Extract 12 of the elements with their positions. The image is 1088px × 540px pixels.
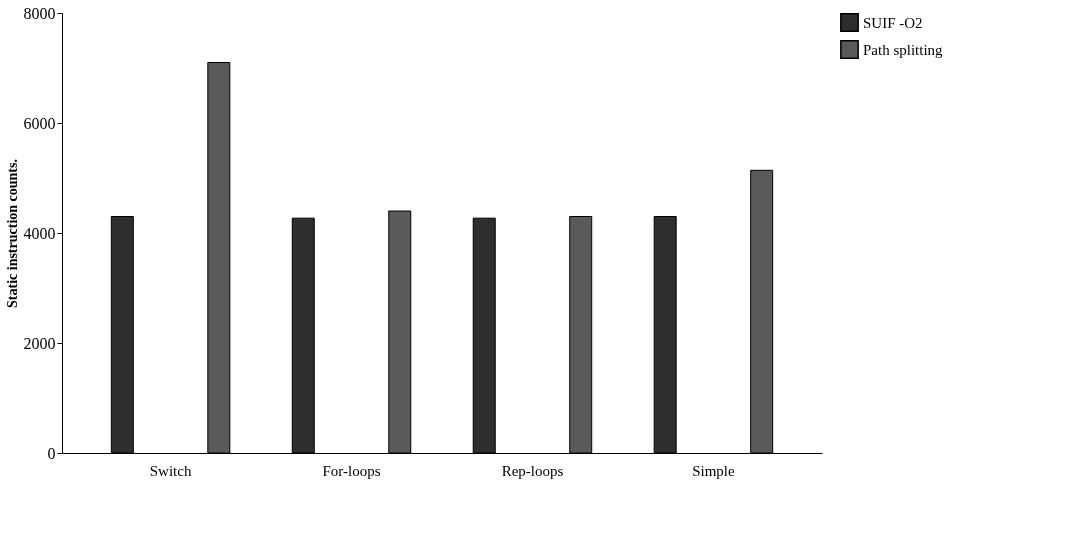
y-tick-label: 8000 (23, 4, 56, 22)
x-tick-label: For-loops (322, 462, 381, 479)
y-tick-label: 0 (47, 444, 56, 462)
y-tick-label: 6000 (23, 114, 56, 132)
y-tick-label: 4000 (23, 224, 56, 242)
legend-label: Path splitting (863, 41, 944, 58)
y-tick-label: 2000 (23, 334, 56, 352)
y-axis-title: Static instruction counts. (4, 159, 20, 308)
legend-label: SUIF -O2 (863, 14, 923, 31)
x-tick-label: Rep-loops (501, 462, 564, 479)
x-tick-label: Simple (692, 462, 736, 479)
x-tick-label: Switch (149, 462, 192, 479)
